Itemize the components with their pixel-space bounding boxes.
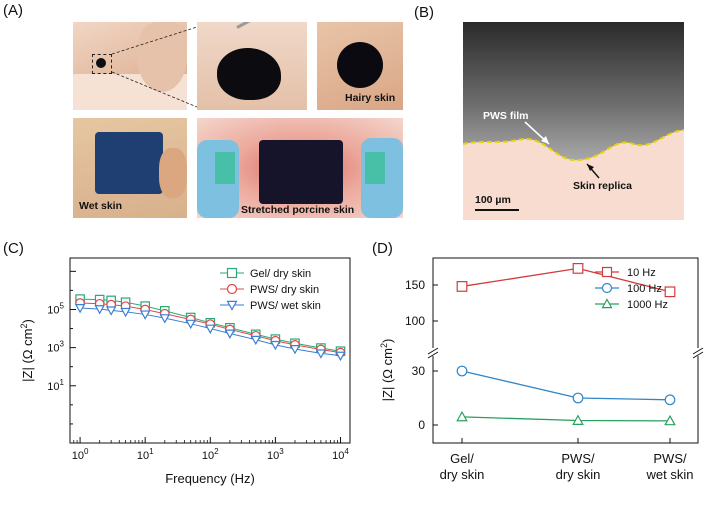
legend-label: 100 Hz: [627, 283, 662, 295]
legend-marker: [226, 267, 238, 279]
y-tick-label: 0: [418, 418, 425, 432]
data-point: [250, 335, 262, 346]
data-point: [572, 263, 584, 274]
legend-marker: [601, 282, 613, 294]
caption-stretched-porcine-skin: Stretched porcine skin: [241, 204, 355, 216]
legend-marker: [226, 300, 238, 311]
annotation-skin-replica: Skin replica: [573, 180, 632, 192]
data-point: [335, 351, 346, 362]
photo-porcine-skin: Stretched porcine skin: [197, 118, 403, 218]
zoom-lines: [111, 26, 198, 108]
y-tick-label: 150: [405, 278, 425, 292]
legend-marker: [601, 298, 613, 309]
data-point: [456, 365, 468, 377]
series-line-2: [461, 416, 671, 422]
photo-hairy-skin: Hairy skin: [317, 22, 403, 110]
data-point: [456, 281, 468, 292]
data-point: [94, 305, 105, 315]
film-patch-small: [96, 58, 106, 68]
impedance-frequency-chart: 100 101 102 103 104 101 103 105 Frequency (Hz) |Z…: [19, 257, 351, 486]
photo-peel: [197, 22, 307, 110]
panel-c-label: (C): [3, 240, 24, 257]
data-point: [664, 286, 676, 298]
x-axis-label: Frequency (Hz): [165, 471, 255, 486]
panel-b-label: (B): [414, 4, 434, 21]
panel-a-label: (A): [3, 2, 23, 19]
y-tick-label: 100: [405, 314, 425, 328]
sem-image: PWS film Skin replica 100 µm: [463, 22, 684, 220]
photo-wet-skin: Wet skin: [73, 118, 187, 218]
caption-hairy-skin: Hairy skin: [345, 92, 396, 104]
x-tick-label: 104: [332, 447, 349, 462]
axis-break-mark: [427, 347, 439, 355]
data-point: [159, 314, 171, 324]
data-point: [572, 414, 584, 425]
legend-marker: [601, 266, 613, 278]
data-point: [270, 340, 281, 351]
x-tick-label: 102: [202, 447, 219, 462]
y-tick-label: 103: [47, 340, 64, 355]
scale-bar-label: 100 µm: [475, 194, 511, 206]
x-tick-label: 100: [72, 447, 89, 462]
data-point: [185, 319, 196, 330]
axis-break-mark: [427, 351, 439, 359]
caption-wet-skin: Wet skin: [79, 200, 122, 212]
y-tick-label: 105: [47, 301, 64, 316]
axis-break-mark: [692, 347, 704, 355]
data-point: [224, 329, 236, 339]
data-point: [120, 307, 131, 318]
legend-label: 1000 Hz: [627, 299, 668, 311]
axis-break-mark: [692, 351, 704, 359]
legend-label: Gel/ dry skin: [250, 268, 311, 280]
x-tick-label: dry skin: [556, 467, 601, 482]
x-tick-label: dry skin: [440, 467, 485, 482]
data-point: [74, 304, 86, 314]
y-axis-label: |Z| (Ω cm2): [19, 319, 35, 382]
photo-arm: [73, 22, 187, 110]
film-hairy: [337, 42, 383, 88]
data-point: [664, 414, 676, 426]
legend-label: 10 Hz: [627, 267, 656, 279]
x-tick-label: wet skin: [646, 467, 694, 482]
film-wet: [95, 132, 163, 194]
data-point: [139, 310, 151, 320]
data-point: [456, 410, 468, 422]
annotation-pws-film: PWS film: [483, 110, 529, 122]
data-point: [315, 349, 327, 359]
axis-break-gap: [427, 348, 704, 356]
y-tick-label: 30: [412, 364, 426, 378]
x-tick-label: PWS/: [561, 451, 595, 466]
x-tick-label: 101: [137, 447, 154, 462]
data-point: [664, 394, 676, 406]
legend-label: PWS/ wet skin: [250, 300, 321, 312]
y-axis-label: |Z| (Ω cm2): [379, 339, 395, 402]
panel-d-label: (D): [372, 240, 393, 257]
y-tick-label: 101: [47, 378, 64, 393]
film-stretched: [259, 140, 343, 204]
legend-label: PWS/ dry skin: [250, 284, 319, 296]
legend-marker: [226, 283, 238, 295]
film-peeling: [217, 48, 281, 100]
x-tick-label: PWS/: [653, 451, 687, 466]
series-line-1: [461, 370, 671, 401]
x-tick-label: 103: [267, 447, 284, 462]
data-point: [205, 324, 216, 334]
x-tick-label: Gel/: [450, 451, 474, 466]
data-point: [105, 306, 117, 316]
data-point: [572, 392, 584, 404]
data-point: [289, 345, 301, 355]
